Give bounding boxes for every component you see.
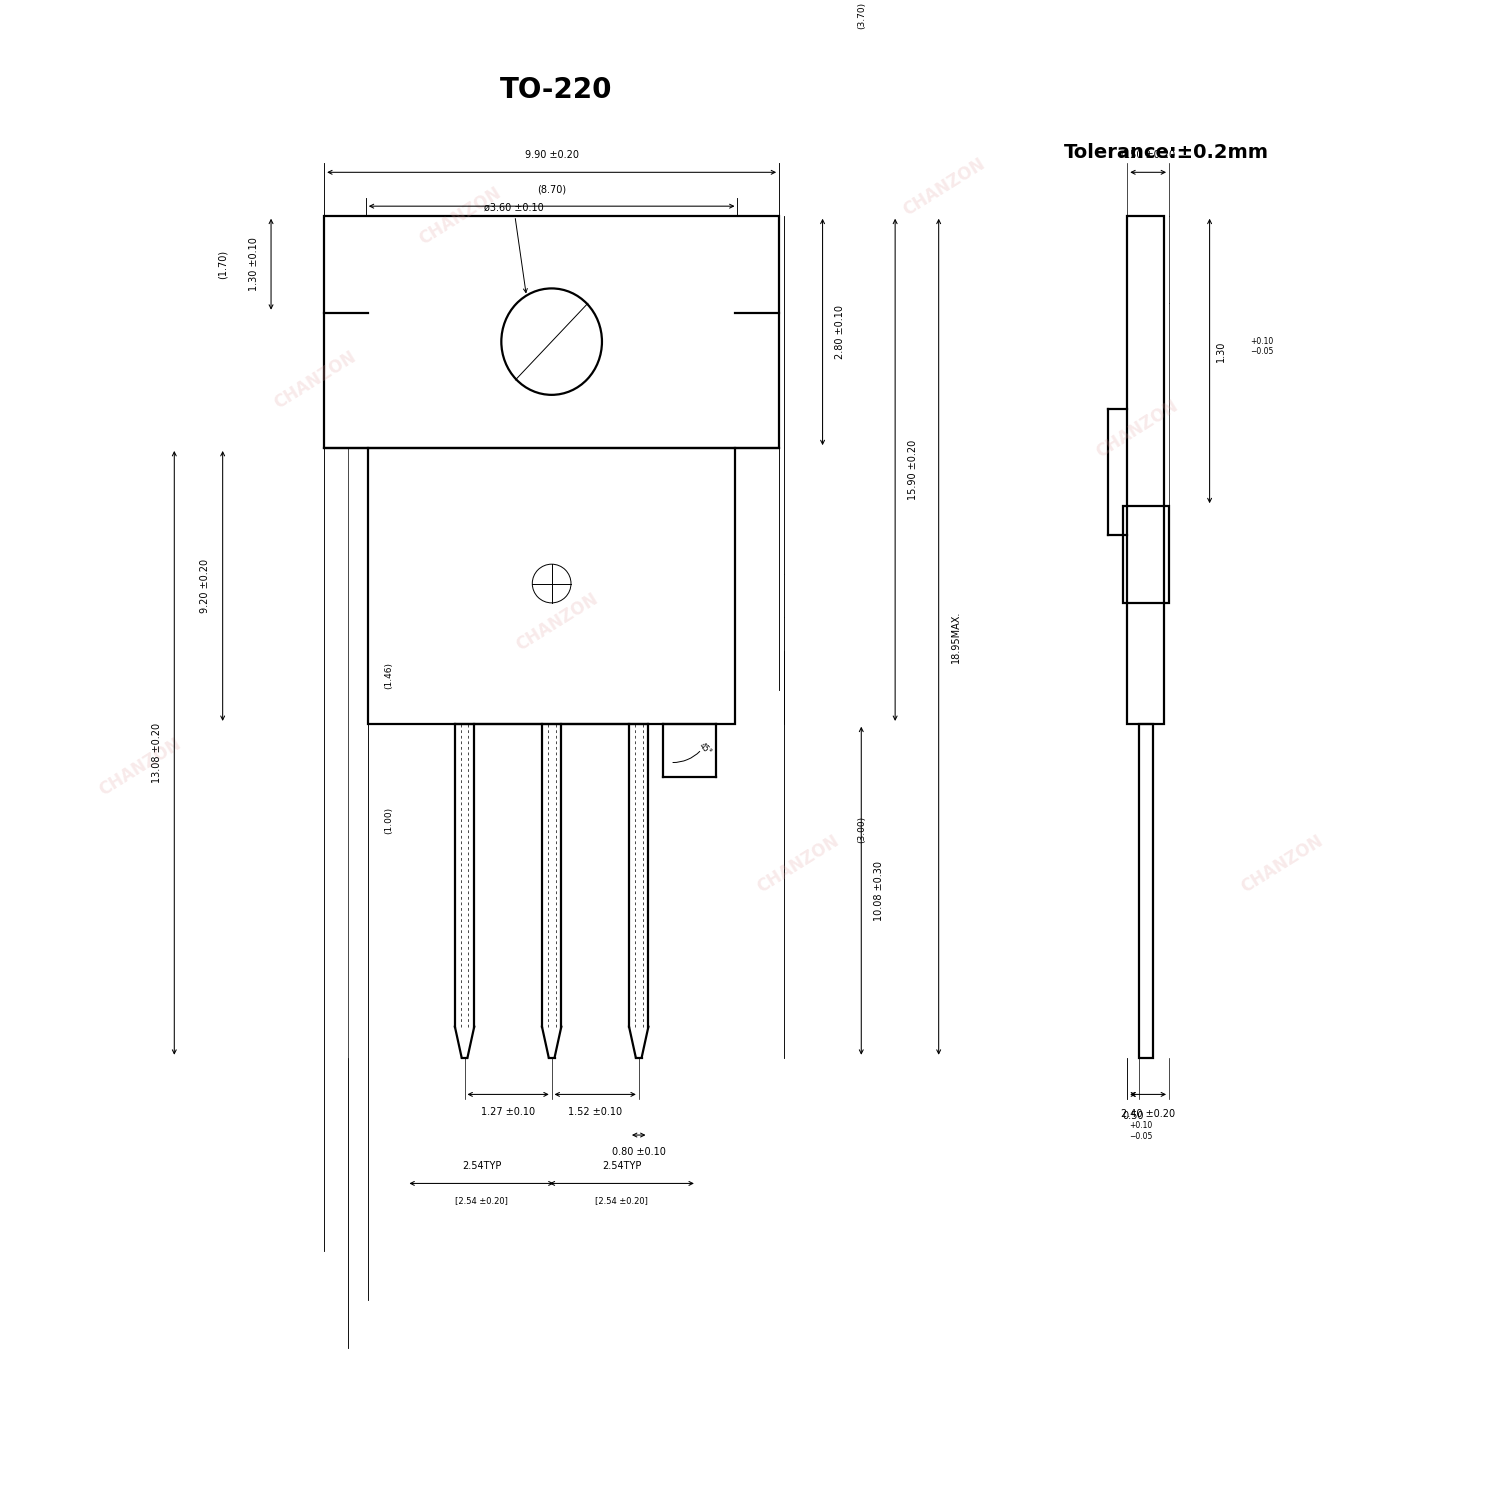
Text: CHANZON: CHANZON	[416, 183, 504, 248]
Text: ø3.60 ±0.10: ø3.60 ±0.10	[484, 202, 543, 292]
Text: 13.08 ±0.20: 13.08 ±0.20	[152, 723, 162, 783]
Text: (3.70): (3.70)	[856, 2, 865, 28]
Text: CHANZON: CHANZON	[270, 348, 358, 412]
Text: 45°: 45°	[698, 741, 714, 758]
Text: Tolerance:±0.2mm: Tolerance:±0.2mm	[1064, 144, 1269, 162]
Text: 2.54TYP: 2.54TYP	[602, 1161, 642, 1172]
Bar	[324, 216, 778, 448]
Text: 1.30 ±0.10: 1.30 ±0.10	[249, 237, 258, 291]
Text: CHANZON: CHANZON	[1238, 833, 1326, 897]
Bar	[1122, 506, 1168, 603]
Text: 15.90 ±0.20: 15.90 ±0.20	[908, 440, 918, 500]
Text: 2.80 ±0.10: 2.80 ±0.10	[836, 304, 844, 358]
Text: 1.30: 1.30	[1216, 340, 1225, 362]
Text: TO-220: TO-220	[500, 76, 612, 104]
Text: (1.46): (1.46)	[384, 662, 393, 688]
Text: [2.54 ±0.20]: [2.54 ±0.20]	[454, 1197, 509, 1206]
Text: +0.10
−0.05: +0.10 −0.05	[1250, 338, 1274, 356]
Text: [2.54 ±0.20]: [2.54 ±0.20]	[596, 1197, 648, 1206]
Text: CHANZON: CHANZON	[1094, 396, 1182, 460]
Text: 1.52 ±0.10: 1.52 ±0.10	[568, 1107, 622, 1118]
Text: (1.00): (1.00)	[384, 807, 393, 834]
Text: 2.54TYP: 2.54TYP	[462, 1161, 501, 1172]
Bar	[1138, 724, 1152, 1058]
Text: CHANZON: CHANZON	[512, 590, 600, 654]
Text: 10.08 ±0.30: 10.08 ±0.30	[873, 861, 883, 921]
Text: CHANZON: CHANZON	[900, 154, 989, 219]
Text: 2.40 ±0.20: 2.40 ±0.20	[1120, 1108, 1174, 1119]
Text: (3.00): (3.00)	[856, 816, 865, 843]
Text: 9.90 ±0.20: 9.90 ±0.20	[525, 150, 579, 160]
Bar	[1128, 216, 1164, 724]
Text: 4.50 ±0.20: 4.50 ±0.20	[1120, 150, 1174, 160]
Text: (8.70): (8.70)	[537, 184, 566, 195]
Text: CHANZON: CHANZON	[96, 735, 184, 800]
Text: CHANZON: CHANZON	[754, 833, 843, 897]
Bar	[368, 448, 735, 724]
Text: 9.20 ±0.20: 9.20 ±0.20	[201, 560, 210, 614]
Text: 18.95MAX.: 18.95MAX.	[951, 610, 962, 663]
Text: +0.10
−0.05: +0.10 −0.05	[1130, 1122, 1152, 1142]
Text: 0.80 ±0.10: 0.80 ±0.10	[612, 1148, 666, 1158]
Text: 1.27 ±0.10: 1.27 ±0.10	[482, 1107, 536, 1118]
Text: (1.70): (1.70)	[217, 249, 228, 279]
Text: 0.50: 0.50	[1122, 1110, 1144, 1120]
